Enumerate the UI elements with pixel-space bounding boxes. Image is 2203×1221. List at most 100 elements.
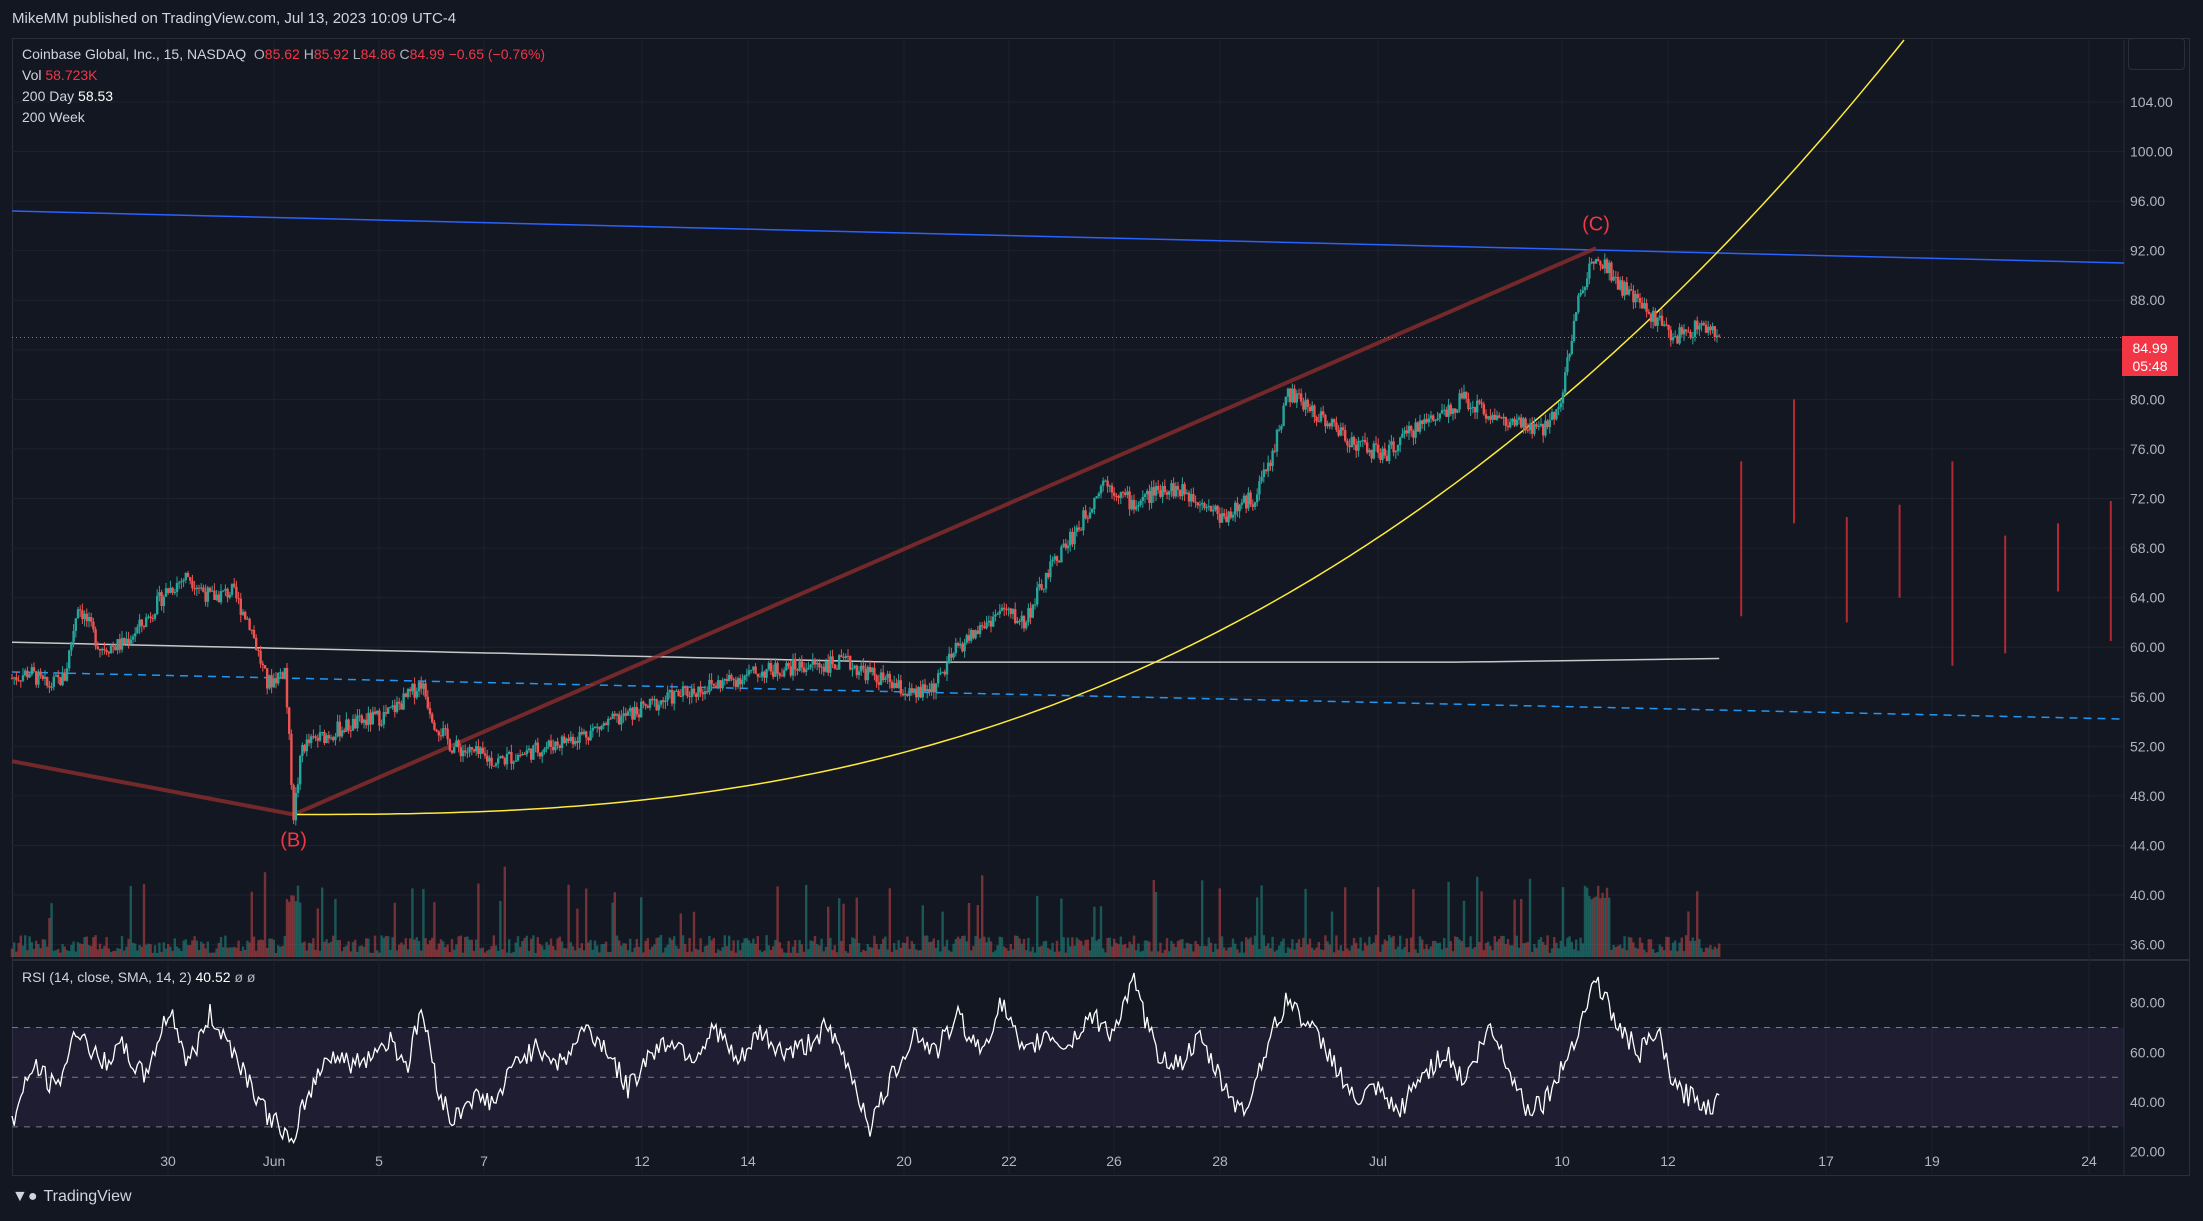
candle-body xyxy=(1058,561,1061,563)
volume-bar xyxy=(651,946,654,957)
blue-trendline xyxy=(11,210,2125,264)
candle-body xyxy=(395,701,399,713)
candle-body xyxy=(1352,437,1356,445)
volume-bar xyxy=(285,899,289,957)
candle-body xyxy=(1603,259,1606,269)
candle-body xyxy=(239,598,242,615)
candle-body xyxy=(1674,336,1677,338)
candle-body xyxy=(1209,506,1213,512)
volume-bar xyxy=(701,952,704,957)
volume-bar xyxy=(52,950,55,957)
candle-body xyxy=(754,666,757,674)
volume-bar xyxy=(965,941,968,957)
candle-body xyxy=(92,621,95,630)
candle-body xyxy=(1055,556,1059,562)
volume-bar xyxy=(556,938,559,957)
ma200d-label[interactable]: 200 Day xyxy=(22,88,75,104)
candle-body xyxy=(1392,441,1395,453)
candle-body xyxy=(895,683,898,689)
candle-body xyxy=(501,756,504,759)
candle-body xyxy=(928,689,931,693)
volume-bar xyxy=(1190,944,1193,957)
volume-bar xyxy=(864,951,867,957)
candle-body xyxy=(1456,409,1459,413)
candle-body xyxy=(747,670,751,675)
volume-bar xyxy=(134,943,137,957)
volume-bar xyxy=(950,951,953,957)
volume-bar xyxy=(974,935,977,957)
volume-bar xyxy=(547,945,550,957)
volume-bar xyxy=(992,952,995,957)
candle-body xyxy=(1135,506,1138,510)
volume-bar xyxy=(450,939,454,957)
candle-body xyxy=(787,663,790,667)
volume-bar xyxy=(57,948,60,957)
volume-bar xyxy=(63,946,66,957)
volume-bar xyxy=(1680,937,1683,957)
candle-body xyxy=(288,707,291,734)
volume-bar xyxy=(1564,946,1567,957)
candle-body xyxy=(180,581,183,583)
volume-bar xyxy=(1104,952,1107,957)
volume-bar xyxy=(1575,939,1578,957)
candle-body xyxy=(486,755,489,762)
volume-bar xyxy=(1014,935,1017,957)
volume-bar xyxy=(422,888,425,957)
volume-bar xyxy=(68,951,71,957)
volume-bar xyxy=(761,952,764,957)
volume-bar xyxy=(686,951,689,957)
change-value: −0.65 (−0.76%) xyxy=(448,46,546,62)
volume-bar xyxy=(888,888,891,957)
symbol-name[interactable]: Coinbase Global, Inc., 15, NASDAQ xyxy=(22,46,247,62)
candle-body xyxy=(193,588,196,590)
candle-body xyxy=(1656,317,1659,326)
candle-body xyxy=(17,680,20,682)
rsi-label[interactable]: RSI (14, close, SMA, 14, 2) xyxy=(22,969,192,985)
volume-bar xyxy=(37,944,40,957)
candle-body xyxy=(805,669,808,672)
candle-body xyxy=(1086,518,1089,520)
candle-body xyxy=(461,750,465,757)
candle-body xyxy=(1179,490,1182,497)
volume-bar xyxy=(1357,948,1360,957)
candle-body xyxy=(169,587,172,593)
volume-bar xyxy=(160,951,163,957)
price-tick-label: 88.00 xyxy=(2130,292,2165,308)
volume-bar xyxy=(1502,935,1505,957)
volume-bar xyxy=(270,938,273,957)
candle-body xyxy=(1157,485,1160,491)
volume-bar xyxy=(1438,942,1441,957)
volume-bar xyxy=(288,901,291,957)
volume-bar xyxy=(578,948,581,957)
volume-bar xyxy=(464,937,467,957)
candle-body xyxy=(1704,324,1708,333)
candle-body xyxy=(646,705,649,708)
candle-body xyxy=(450,750,454,753)
candle-body xyxy=(1713,326,1716,337)
candle-body xyxy=(622,713,625,717)
candle-body xyxy=(618,714,621,725)
candle-body xyxy=(1139,500,1142,505)
volume-bar xyxy=(666,944,669,957)
volume-bar xyxy=(1506,939,1510,957)
candle-body xyxy=(1029,608,1032,618)
volume-bar xyxy=(488,949,491,957)
volume-bar xyxy=(164,948,168,957)
volume-bar xyxy=(204,948,207,957)
tradingview-logo-icon: ▼● xyxy=(12,1188,38,1205)
volume-bar xyxy=(1427,949,1430,957)
vol-label[interactable]: Vol xyxy=(22,67,42,83)
volume-bar xyxy=(736,940,740,957)
volume-bar xyxy=(844,951,847,957)
high-label: H xyxy=(303,46,314,62)
volume-bar xyxy=(228,947,231,957)
candle-body xyxy=(466,752,469,754)
volume-bar xyxy=(1025,950,1028,957)
candle-body xyxy=(206,587,209,602)
ma200w-label[interactable]: 200 Week xyxy=(22,109,85,125)
candle-body xyxy=(580,732,583,735)
candle-body xyxy=(292,784,295,821)
volume-bar xyxy=(954,938,957,957)
candle-body xyxy=(479,747,482,755)
